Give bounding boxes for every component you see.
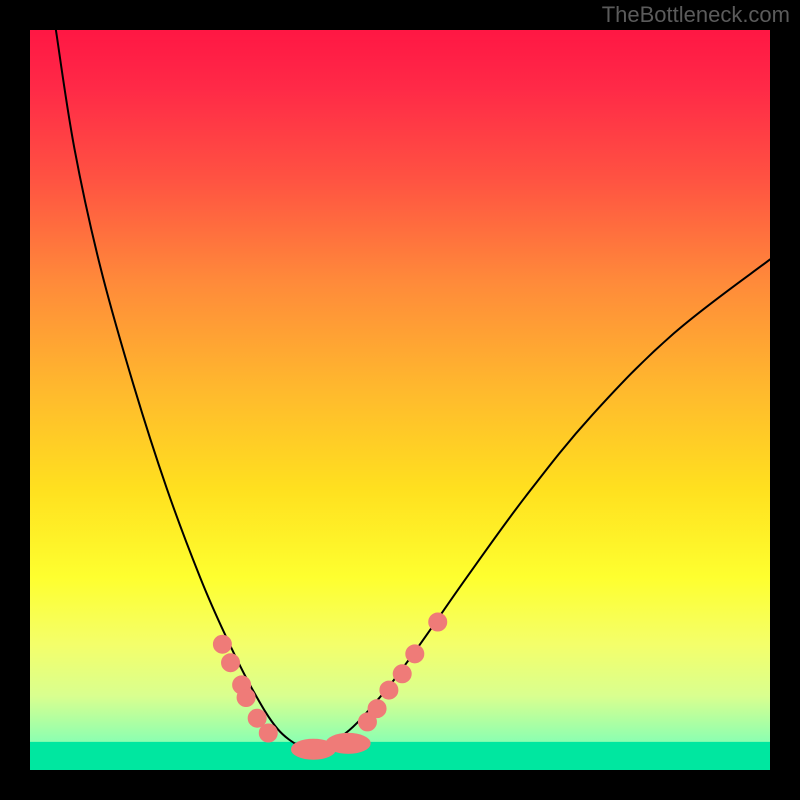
chart-root: TheBottleneck.com bbox=[0, 0, 800, 800]
marker-dot bbox=[380, 681, 398, 699]
watermark-text: TheBottleneck.com bbox=[602, 2, 790, 28]
marker-capsule bbox=[326, 733, 370, 753]
chart-svg bbox=[0, 0, 800, 800]
plot-bottom-band bbox=[30, 742, 770, 770]
marker-dot bbox=[393, 665, 411, 683]
marker-dot bbox=[406, 645, 424, 663]
marker-tick bbox=[437, 615, 441, 627]
marker-dot bbox=[259, 724, 277, 742]
marker-dot bbox=[237, 688, 255, 706]
marker-dot bbox=[248, 709, 266, 727]
marker-dot bbox=[222, 654, 240, 672]
marker-dot bbox=[213, 635, 231, 653]
plot-background bbox=[30, 30, 770, 770]
marker-dot bbox=[368, 700, 386, 718]
